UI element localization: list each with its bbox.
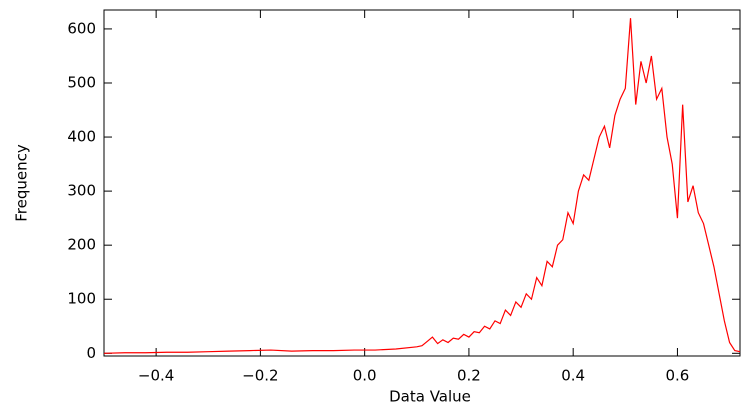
y-tick-label: 600 — [67, 19, 96, 37]
y-tick-label: 200 — [67, 236, 96, 254]
y-tick-label: 0 — [86, 344, 96, 362]
data-line — [104, 18, 740, 353]
x-tick-label: 0.0 — [353, 367, 377, 385]
y-tick-label: 400 — [67, 128, 96, 146]
y-tick-label: 100 — [67, 290, 96, 308]
plot-frame — [104, 10, 740, 356]
x-tick-label: −0.4 — [138, 367, 174, 385]
x-tick-label: −0.2 — [242, 367, 278, 385]
x-tick-label: 0.2 — [457, 367, 481, 385]
x-axis-label: Data Value — [389, 388, 471, 406]
x-tick-label: 0.6 — [666, 367, 690, 385]
y-tick-label: 500 — [67, 73, 96, 91]
chart: Frequency Data Value 0 100 200 300 400 500 600… — [0, 0, 743, 408]
y-tick-label: 300 — [67, 182, 96, 200]
x-tick-label: 0.4 — [561, 367, 585, 385]
y-axis-label: Frequency — [13, 144, 31, 222]
